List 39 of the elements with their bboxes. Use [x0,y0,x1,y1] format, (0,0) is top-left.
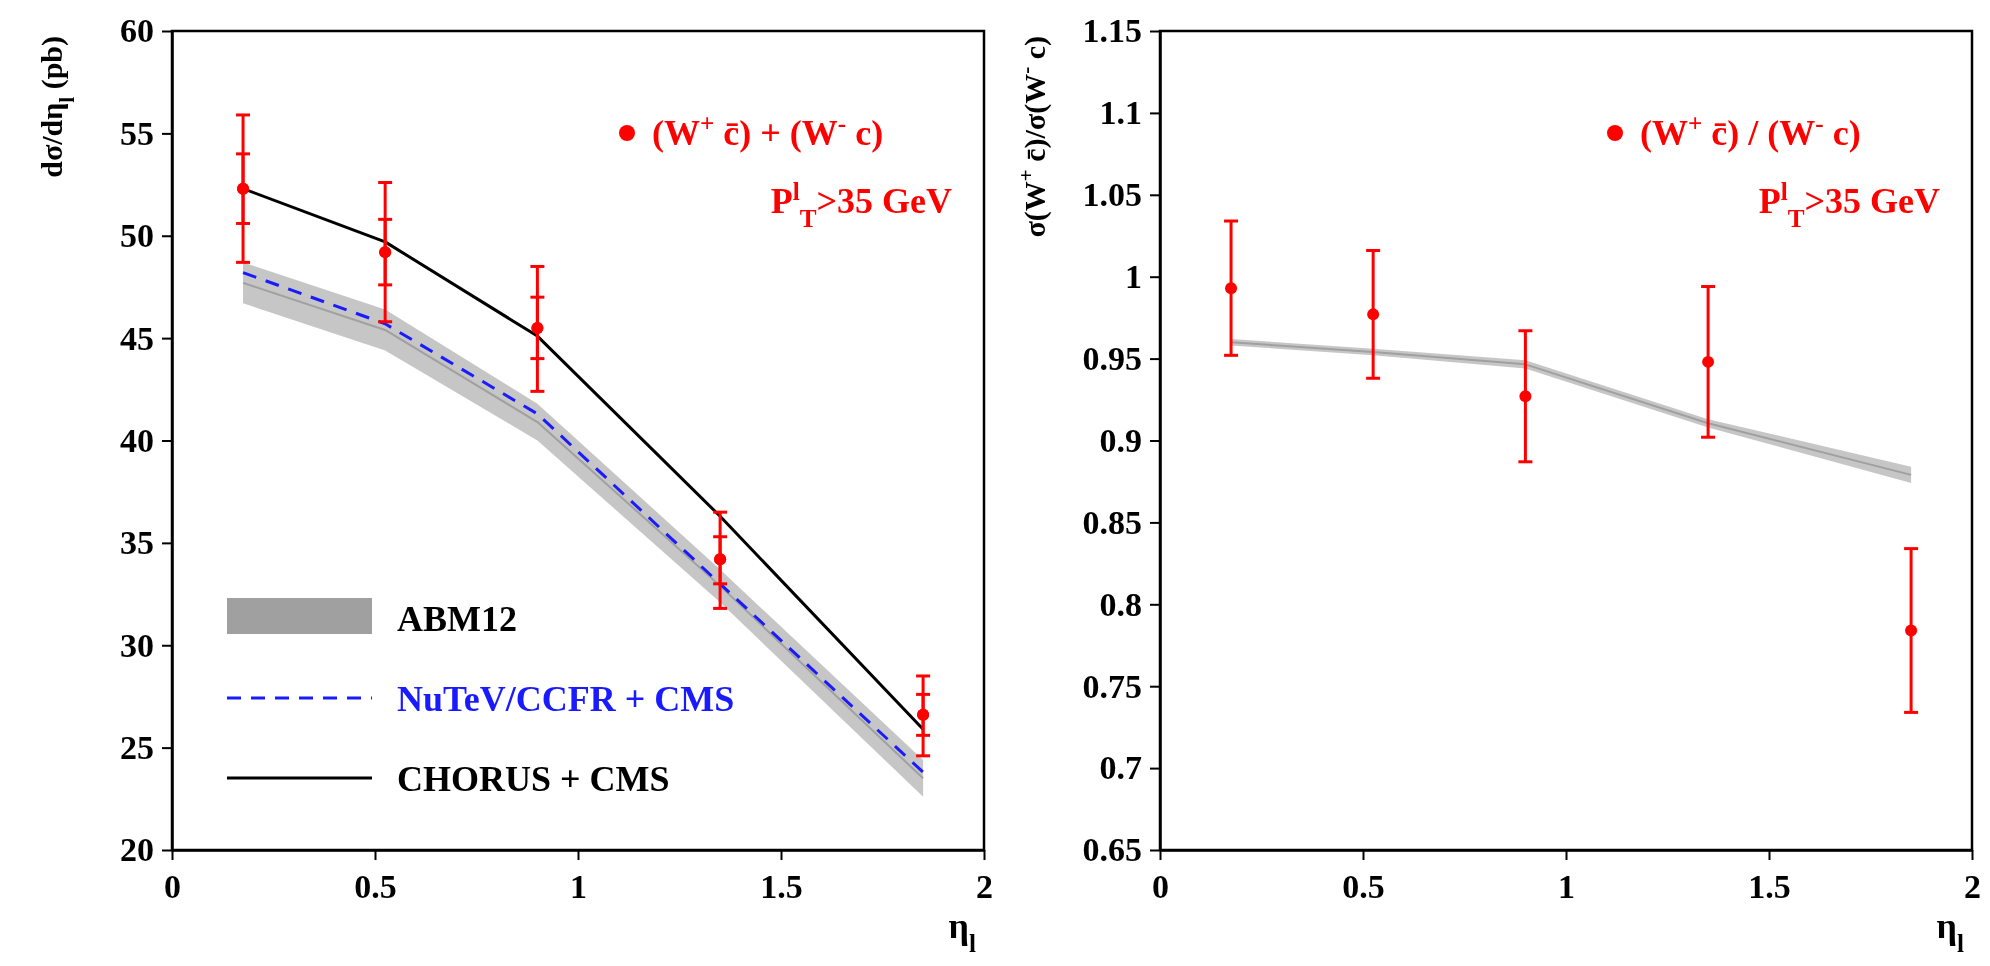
annotation: P$^{l}$$_{T}$>35 GeV [1758,177,1940,232]
x-tick-label: 0.5 [354,868,397,906]
y-tick-label: 0.95 [1082,339,1142,377]
x-tick-label: 1.5 [1748,868,1791,906]
y-tick-label: 1.15 [1082,12,1142,50]
legend-label: CHORUS + CMS [397,759,670,799]
y-tick-label: 45 [120,319,154,357]
y-tick-label: 1 [1125,258,1142,296]
x-tick-label: 1.5 [760,868,803,906]
legend-label: NuTeV/CCFR + CMS [397,679,735,719]
legend-label: (W$^{+}$ c̄) + (W$^{-}$ c) [652,109,884,153]
y-tick-label: 60 [120,12,154,50]
y-tick-label: 0.7 [1099,749,1142,787]
y-tick-label: 25 [120,729,154,767]
x-axis-title: η$_{l}$ [1936,906,1964,957]
y-tick-label: 0.9 [1099,421,1142,459]
legend-label: (W$^{+}$ c̄) / (W$^{-}$ c) [1640,109,1861,153]
annotation: P$^{l}$$_{T}$>35 GeV [770,177,952,232]
y-tick-label: 30 [120,626,154,664]
y-tick-label: 20 [120,831,154,869]
y-tick-label: 0.75 [1082,667,1142,705]
y-tick-label: 50 [120,217,154,255]
y-tick-label: 1.05 [1082,176,1142,214]
x-tick-label: 1 [1558,868,1575,906]
y-tick-label: 40 [120,421,154,459]
y-tick-label: 0.85 [1082,503,1142,541]
x-axis-title: η$_{l}$ [948,906,976,957]
x-tick-label: 0 [1152,868,1169,906]
y-tick-label: 0.65 [1082,831,1142,869]
y-tick-label: 1.1 [1099,94,1142,132]
x-tick-label: 2 [976,868,993,906]
legend-label: ABM12 [397,599,517,639]
y-tick-label: 0.8 [1099,585,1142,623]
x-tick-label: 0.5 [1342,868,1385,906]
y-tick-label: 55 [120,114,154,152]
x-tick-label: 0 [164,868,181,906]
y-tick-label: 35 [120,524,154,562]
x-tick-label: 1 [570,868,587,906]
x-tick-label: 2 [1964,868,1981,906]
